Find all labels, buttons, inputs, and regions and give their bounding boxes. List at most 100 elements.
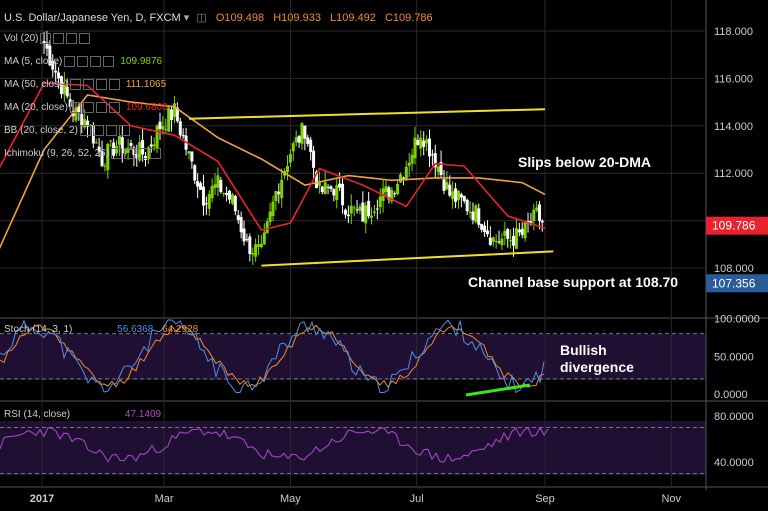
candle-body [170, 109, 174, 120]
indicator-control-icon[interactable] [95, 102, 107, 113]
close-label: C [384, 12, 393, 24]
indicator-control-icon[interactable] [103, 56, 115, 67]
candle-body [320, 186, 324, 193]
indicator-control-icon[interactable] [124, 148, 136, 159]
candle-body [181, 135, 185, 137]
symbol-dropdown-icon[interactable]: ▾ [183, 12, 190, 24]
candle-body [436, 166, 440, 173]
stoch-tick-label: 50.0000 [714, 351, 754, 363]
indicator-control-icon[interactable] [79, 125, 91, 136]
candle-body [216, 175, 220, 188]
indicator-control-icon[interactable] [40, 33, 52, 44]
indicator-label: Ichimoku (9, 26, 52, 26) [4, 148, 110, 160]
candle-body [500, 238, 504, 246]
indicator-control-icon[interactable] [108, 102, 120, 113]
indicator-row[interactable]: Vol (20) [4, 33, 91, 44]
price-tick-label: 112.000 [714, 168, 753, 180]
candle-body [509, 240, 513, 242]
candle-body [474, 205, 478, 223]
indicator-control-icon[interactable] [105, 125, 117, 136]
candle-body [430, 154, 434, 156]
candle-body [42, 41, 46, 44]
price-tick-label: 108.000 [714, 263, 754, 275]
indicator-control-icon[interactable] [150, 148, 162, 159]
candle-body [259, 243, 263, 248]
indicator-control-icon[interactable] [92, 125, 104, 136]
indicator-control-icon[interactable] [66, 33, 78, 44]
candle-body [329, 186, 333, 190]
indicator-row[interactable]: BB (20, close, 2) [4, 125, 130, 136]
candle-body [454, 188, 458, 202]
candle-body [262, 232, 266, 245]
ma50-line [0, 94, 546, 250]
close-value: 109.786 [392, 12, 433, 24]
candle-body [74, 107, 78, 121]
indicator-control-icon[interactable] [64, 56, 76, 67]
candle-body [51, 60, 55, 70]
candle-body [445, 181, 449, 190]
candle-body [175, 107, 179, 122]
candle-body [251, 252, 255, 255]
candle-body [233, 196, 237, 212]
candle-body [54, 70, 58, 73]
candle-body [106, 143, 110, 171]
x-tick-label: 2017 [30, 493, 54, 505]
indicator-row[interactable]: MA (20, close) 109.6808 [4, 102, 168, 113]
low-label: L [330, 12, 337, 24]
price-tick-label: 118.000 [714, 26, 753, 38]
candle-body [349, 205, 353, 214]
indicator-control-icon[interactable] [137, 148, 149, 159]
candle-body [332, 189, 336, 196]
indicator-control-icon[interactable] [95, 79, 107, 90]
stoch-tick-label: 100.0000 [714, 314, 760, 326]
stoch-tick-label: 0.0000 [714, 389, 748, 401]
indicator-row[interactable]: MA (5, close) 109.9876 [4, 56, 162, 67]
candle-body [404, 166, 408, 180]
candle-body [419, 137, 423, 149]
rsi-tick-label: 40.0000 [714, 457, 754, 469]
rsi-band [0, 421, 706, 475]
indicator-control-icon[interactable] [69, 102, 81, 113]
rsi-header[interactable]: RSI (14, close) 47.1409 [4, 409, 161, 420]
candle-body [407, 162, 411, 166]
indicator-row[interactable]: MA (50, close) 111.1065 [4, 79, 166, 90]
candle-body [222, 193, 226, 195]
candle-body [314, 171, 318, 189]
stoch-header[interactable]: Stoch (14, 3, 1) 56.6368 64.2928 [4, 324, 198, 335]
indicator-control-icon[interactable] [82, 79, 94, 90]
indicator-control-icon[interactable] [111, 148, 123, 159]
indicator-control-icon[interactable] [108, 79, 120, 90]
indicator-control-icon[interactable] [90, 56, 102, 67]
indicator-control-icon[interactable] [118, 125, 130, 136]
candle-body [280, 179, 284, 199]
candle-body [537, 204, 541, 221]
candle-body [271, 201, 275, 216]
indicator-control-icon[interactable] [79, 33, 91, 44]
indicator-value: 111.1065 [125, 79, 167, 91]
candle-body [65, 86, 69, 97]
candle-body [158, 121, 162, 129]
indicator-control-icon[interactable] [82, 102, 94, 113]
indicator-control-icon[interactable] [69, 79, 81, 90]
candle-body [338, 183, 342, 188]
candle-body [62, 83, 66, 95]
annotation-bullish: Bullish [560, 342, 607, 358]
candle-body [517, 229, 521, 233]
candle-body [45, 42, 49, 49]
candle-body [341, 183, 345, 206]
candle-body [352, 207, 356, 209]
candle-body [401, 177, 405, 179]
indicator-control-icon[interactable] [53, 33, 65, 44]
candle-body [257, 244, 261, 247]
high-label: H [273, 12, 282, 24]
candle-body [48, 45, 52, 66]
candle-body [242, 228, 246, 242]
symbol-title[interactable]: U.S. Dollar/Japanese Yen, D, FXCM [4, 12, 181, 24]
indicator-control-icon[interactable] [77, 56, 89, 67]
candle-body [343, 209, 347, 215]
candle-body [248, 236, 252, 255]
indicator-row[interactable]: Ichimoku (9, 26, 52, 26) [4, 148, 162, 160]
compare-icon[interactable]: ◫ [196, 12, 207, 24]
candle-body [497, 241, 501, 243]
